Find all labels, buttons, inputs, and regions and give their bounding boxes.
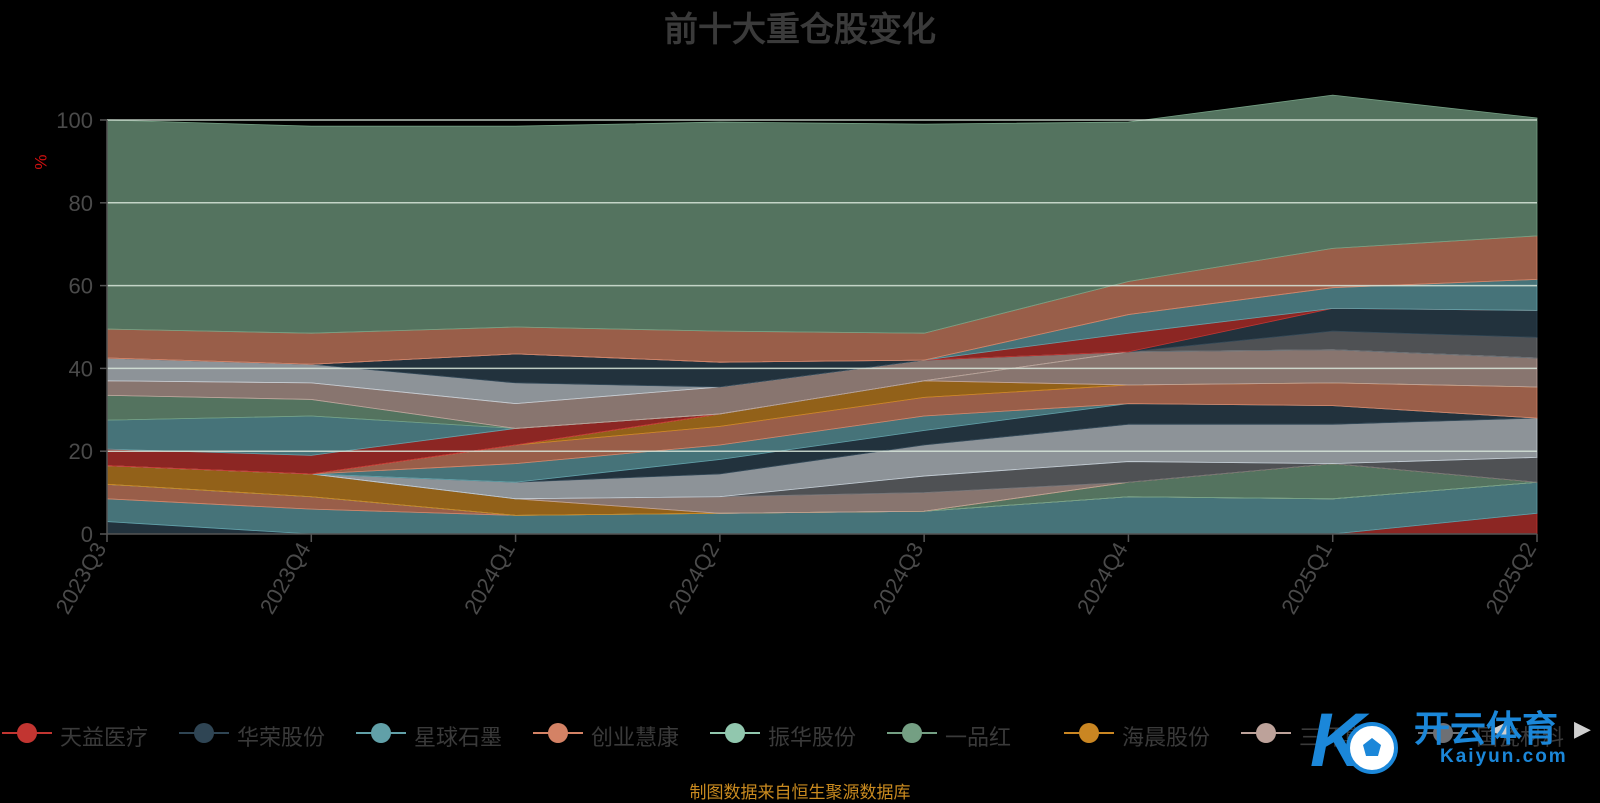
x-tick-label-5: 2024Q4 (1072, 538, 1133, 618)
y-tick-label-3: 60 (69, 274, 93, 299)
legend-marker (1433, 723, 1453, 743)
legend-label: 华荣股份 (237, 725, 326, 750)
y-axis-unit: % (31, 154, 51, 170)
legend-next-arrow[interactable]: ▶ (1574, 716, 1591, 741)
legend-marker (548, 723, 568, 743)
y-tick-label-1: 20 (69, 439, 93, 464)
x-tick-label-1: 2023Q4 (255, 538, 316, 618)
legend-label: 星球石墨 (414, 725, 503, 750)
y-tick-label-4: 80 (69, 191, 93, 216)
legend-label: 创业慧康 (591, 725, 680, 750)
x-tick-label-2: 2024Q1 (459, 538, 520, 618)
watermark-subtext: Kaiyun.com (1440, 746, 1568, 767)
legend-marker (725, 723, 745, 743)
legend-label: 海晨股份 (1122, 725, 1211, 750)
y-tick-label-2: 40 (69, 356, 93, 381)
x-tick-label-6: 2025Q1 (1276, 538, 1337, 618)
legend-prev-arrow[interactable]: ◀ (1490, 716, 1507, 741)
legend-marker (371, 723, 391, 743)
legend-label: 国瓷材料 (1476, 725, 1565, 750)
legend-marker (194, 723, 214, 743)
area-layers (106, 94, 1538, 535)
legend-marker (17, 723, 37, 743)
grid-lines (107, 119, 1537, 452)
y-tick-label-5: 100 (56, 108, 93, 133)
x-tick-label-0: 2023Q3 (51, 538, 112, 618)
legend-marker (902, 723, 922, 743)
legend-marker (1256, 723, 1276, 743)
x-tick-label-4: 2024Q3 (868, 538, 929, 618)
chart-title: 前十大重仓股变化 (664, 11, 936, 49)
legend-label: 一品红 (945, 725, 1012, 750)
legend-label: 振华股份 (768, 725, 857, 750)
legend-label: 天益医疗 (60, 725, 149, 750)
watermark-logo: K 开云体育 Kaiyun.com (1304, 698, 1574, 783)
area-series-27[interactable] (106, 94, 1538, 334)
source-note: 制图数据来自恒生聚源数据库 (689, 783, 911, 802)
x-tick-label-3: 2024Q2 (663, 538, 724, 618)
kaiyun-logo-icon: K (1310, 698, 1398, 783)
legend-marker (1079, 723, 1099, 743)
x-tick-label-7: 2025Q2 (1481, 538, 1542, 618)
y-tick-label-0: 0 (81, 522, 93, 547)
legend: 天益医疗 华荣股份 星球石墨 创业慧康 振华股份 一品红 海晨股份 三环集团 国瓷材料 (0, 716, 1600, 750)
watermark-text: 开云体育 (1414, 708, 1559, 749)
